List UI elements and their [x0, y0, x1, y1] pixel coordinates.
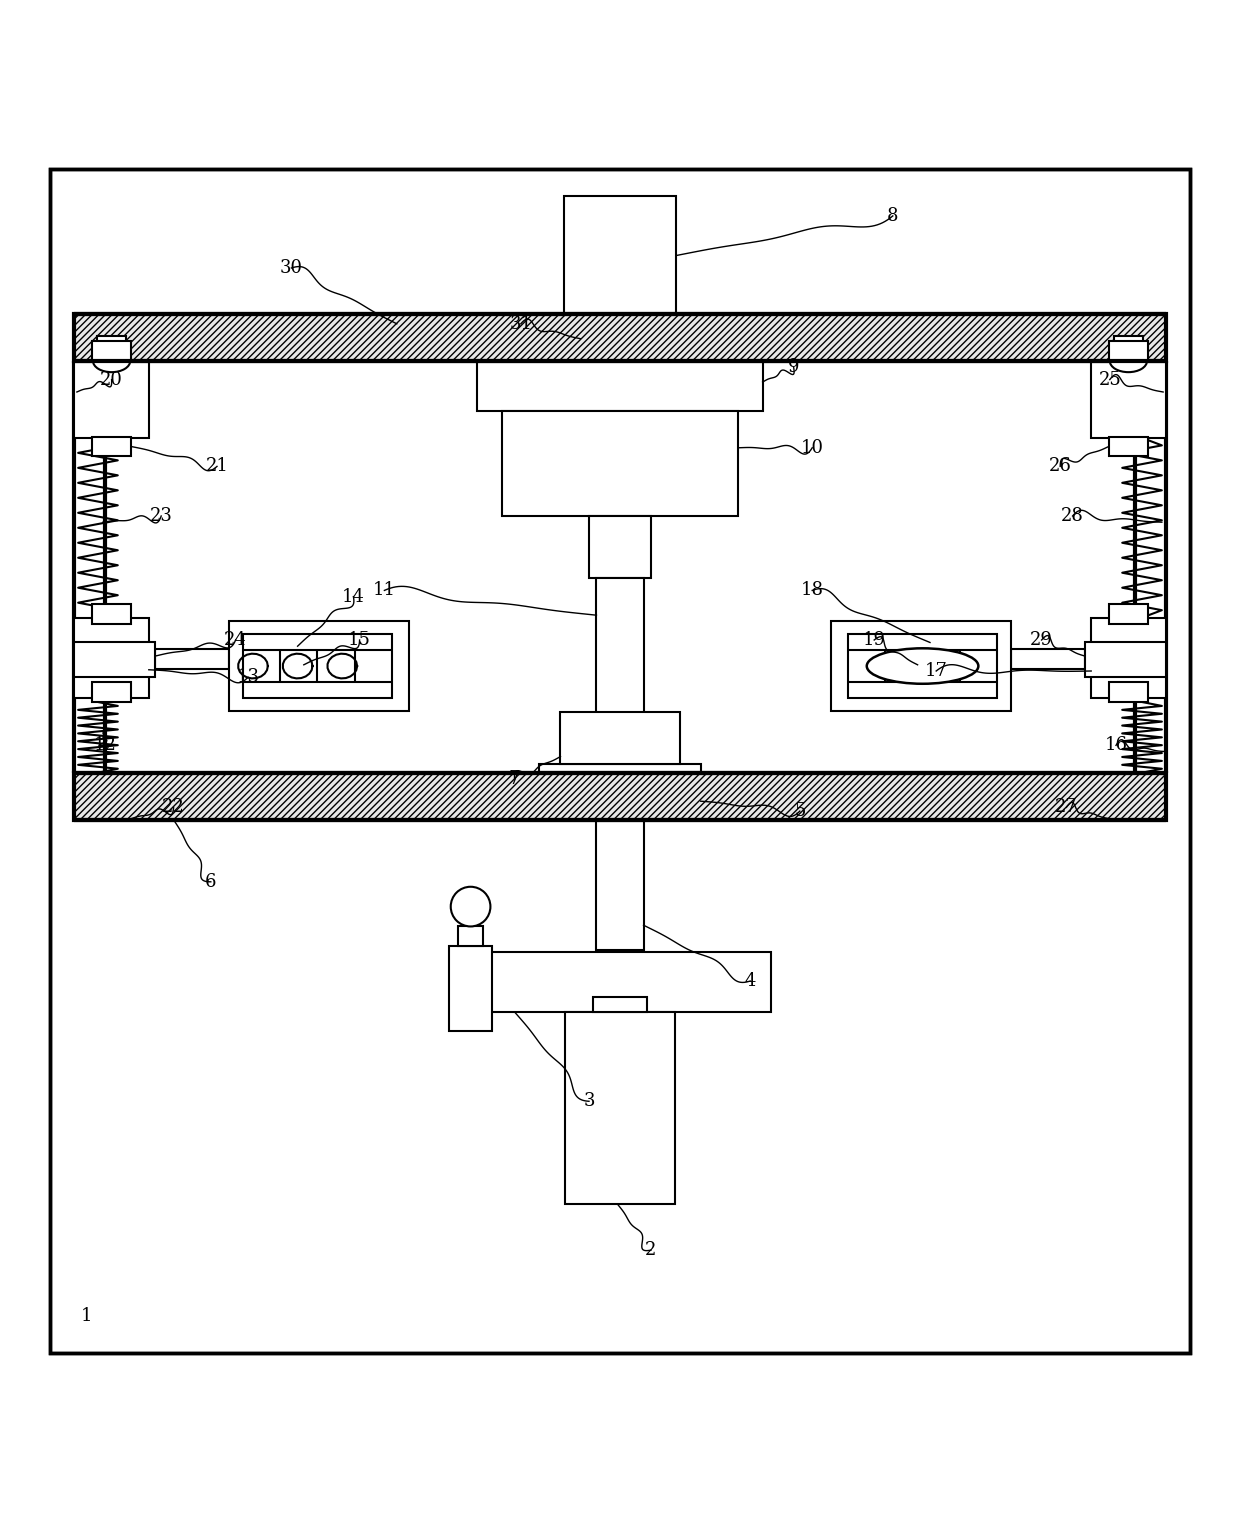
Text: 24: 24 [224, 631, 247, 649]
Text: 25: 25 [1099, 371, 1121, 388]
Bar [589, 516, 651, 578]
Text: 8: 8 [887, 206, 899, 225]
Text: 3: 3 [583, 1093, 595, 1111]
Bar [74, 361, 149, 439]
Bar [1011, 649, 1085, 669]
Bar [459, 926, 484, 946]
Bar [243, 634, 392, 698]
Bar [229, 622, 409, 711]
Text: 20: 20 [100, 371, 123, 388]
Text: 28: 28 [1061, 507, 1084, 526]
Ellipse shape [93, 350, 130, 373]
Text: 21: 21 [206, 457, 228, 475]
Bar [564, 196, 676, 313]
Bar [848, 634, 997, 698]
Text: 22: 22 [162, 799, 185, 816]
Bar [155, 649, 229, 669]
Text: 10: 10 [801, 439, 823, 457]
Bar [560, 712, 680, 764]
Bar [97, 336, 126, 353]
Bar [539, 764, 701, 804]
Bar [1109, 604, 1148, 623]
Bar [1109, 681, 1148, 701]
Text: 18: 18 [801, 581, 823, 599]
Bar [92, 604, 131, 623]
Text: 12: 12 [94, 736, 117, 755]
Bar [74, 642, 155, 677]
Text: 4: 4 [744, 972, 756, 990]
Text: 26: 26 [1049, 457, 1071, 475]
Text: 9: 9 [787, 358, 800, 376]
Bar [1114, 336, 1143, 353]
Ellipse shape [867, 648, 978, 683]
Text: 30: 30 [280, 260, 303, 277]
Bar [74, 617, 149, 698]
Bar [1091, 617, 1166, 698]
Bar [593, 998, 647, 1012]
Bar [502, 411, 738, 516]
Text: 11: 11 [373, 581, 396, 599]
Bar [92, 681, 131, 701]
Circle shape [451, 886, 490, 926]
Bar [1109, 341, 1148, 361]
Bar [1109, 437, 1148, 457]
Bar [831, 622, 1011, 711]
Text: 27: 27 [1055, 799, 1078, 816]
Text: 17: 17 [925, 662, 947, 680]
Bar [1091, 361, 1166, 439]
Bar [1085, 642, 1166, 677]
Text: 23: 23 [150, 507, 172, 526]
Text: 14: 14 [342, 588, 365, 605]
Bar [92, 341, 131, 361]
Bar [580, 313, 660, 345]
Text: 7: 7 [508, 770, 521, 788]
Text: 1: 1 [81, 1306, 93, 1325]
Bar [565, 1012, 675, 1204]
Text: 5: 5 [794, 802, 806, 821]
Text: 19: 19 [863, 631, 885, 649]
Text: 16: 16 [1105, 736, 1127, 755]
Text: 29: 29 [1030, 631, 1053, 649]
Text: 15: 15 [348, 631, 371, 649]
Bar [596, 578, 644, 773]
Bar [74, 313, 1166, 361]
Bar [477, 354, 763, 411]
Bar [74, 773, 1166, 821]
Bar [469, 952, 771, 1012]
Ellipse shape [1110, 350, 1147, 373]
Bar [449, 946, 492, 1030]
Text: 31: 31 [510, 315, 532, 333]
Bar [596, 821, 644, 950]
Text: 13: 13 [237, 668, 259, 686]
Text: 2: 2 [645, 1241, 657, 1259]
Text: 6: 6 [205, 872, 217, 891]
Bar [92, 437, 131, 457]
